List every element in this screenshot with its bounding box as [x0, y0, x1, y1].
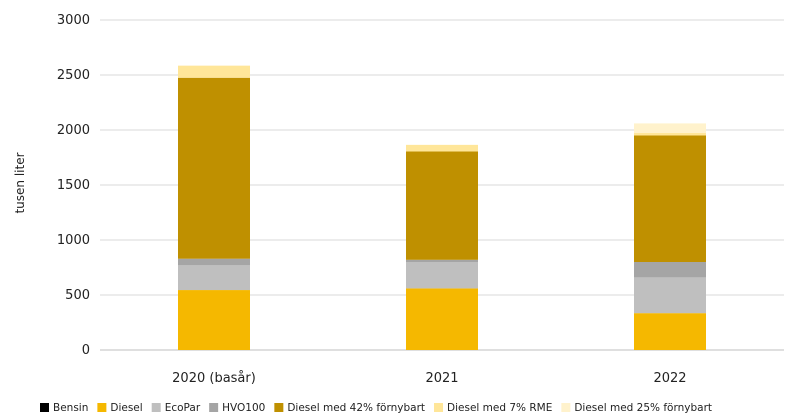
bar-segment-diesel [406, 288, 478, 350]
bar-segment-diesel-med-7-rme [406, 144, 478, 152]
legend-item: HVO100 [209, 402, 265, 414]
legend-swatch [209, 403, 219, 412]
y-axis-title: tusen liter [13, 152, 27, 213]
legend-label: Diesel [110, 402, 142, 414]
legend-label: HVO100 [222, 402, 265, 414]
bar-segment-hvo100 [406, 259, 478, 262]
bar-segment-hvo100 [634, 262, 706, 278]
legend-label: Bensin [53, 402, 88, 414]
bar-segment-diesel-med-7-rme [634, 132, 706, 136]
bar-segment-hvo100 [178, 258, 250, 266]
legend-item: EcoPar [151, 402, 201, 414]
bar-stack [406, 144, 478, 350]
bar-stack [178, 65, 250, 350]
legend-item: Bensin [40, 402, 88, 414]
bar-segment-diesel-med-42-f-rnybart [406, 151, 478, 260]
bar-segment-diesel-med-7-rme [178, 65, 250, 78]
y-tick-label: 1000 [57, 233, 90, 248]
x-axis-tick-labels: 2020 (basår) 2021 2022 [172, 371, 686, 386]
y-tick-label: 0 [82, 343, 90, 358]
y-tick-label: 2500 [57, 68, 90, 83]
bar-segment-ecopar [406, 262, 478, 289]
bar-segment-ecopar [634, 277, 706, 314]
legend-label: Diesel med 7% RME [447, 402, 552, 414]
bar-segment-diesel-med-42-f-rnybart [634, 135, 706, 262]
bar-segment-diesel-med-25-f-rnybart [634, 123, 706, 133]
legend-swatch [97, 403, 107, 412]
bar-segment-diesel [178, 290, 250, 350]
legend-swatch [40, 403, 49, 412]
y-axis-tick-labels: 0 500 1000 1500 2000 2500 3000 [57, 13, 90, 358]
legend: Bensin Diesel EcoPar HVO100 Diesel med 42% f… [40, 402, 712, 414]
legend-swatch [274, 403, 284, 412]
legend-item: Diesel med 7% RME [434, 402, 552, 414]
y-tick-label: 1500 [57, 178, 90, 193]
y-tick-label: 3000 [57, 13, 90, 28]
y-tick-label: 500 [65, 288, 90, 303]
x-tick-label: 2021 [425, 371, 458, 386]
bar-stack [634, 123, 706, 350]
legend-item: Diesel [97, 402, 143, 414]
legend-label: EcoPar [165, 402, 201, 414]
legend-swatch [151, 403, 161, 412]
bar-segment-diesel [634, 313, 706, 350]
legend-swatch [434, 403, 444, 412]
x-tick-label: 2020 (basår) [172, 371, 256, 386]
legend-label: Diesel med 42% förnybart [287, 402, 425, 414]
bar-segment-ecopar [178, 265, 250, 291]
legend-label: Diesel med 25% förnybart [574, 402, 712, 414]
legend-item: Diesel med 42% förnybart [274, 402, 425, 414]
bar-segment-diesel-med-42-f-rnybart [178, 77, 250, 259]
bar-stacks [178, 65, 706, 350]
y-tick-label: 2000 [57, 123, 90, 138]
legend-swatch [561, 403, 571, 412]
x-tick-label: 2022 [653, 371, 686, 386]
legend-item: Diesel med 25% förnybart [561, 402, 712, 414]
